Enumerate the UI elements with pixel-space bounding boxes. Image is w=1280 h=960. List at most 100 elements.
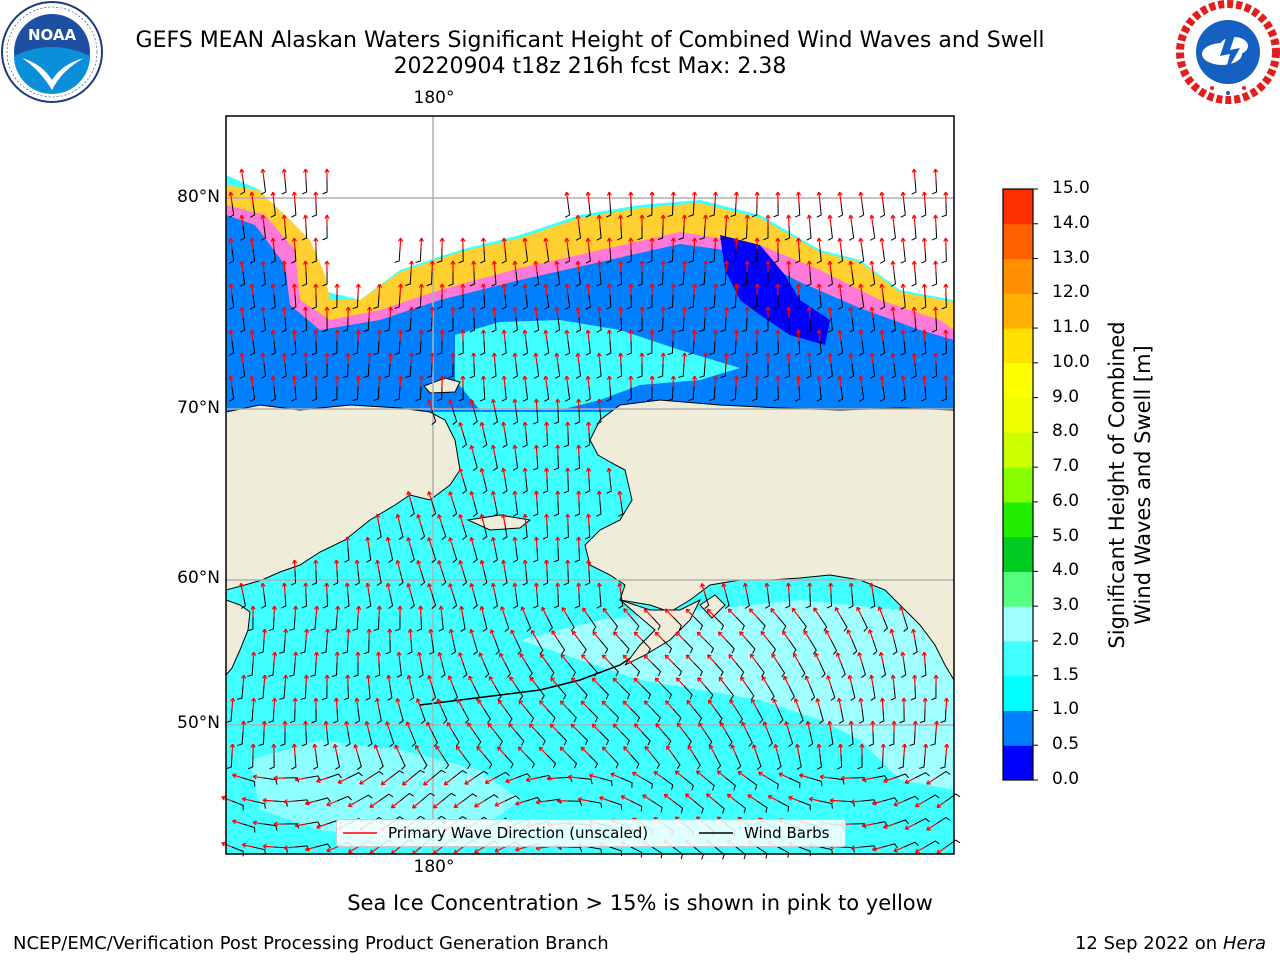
wind-barb bbox=[289, 616, 296, 631]
wave-direction-arrow bbox=[619, 260, 622, 273]
wave-direction-arrowhead bbox=[281, 168, 287, 173]
wave-direction-arrow bbox=[464, 777, 475, 785]
wave-direction-arrowhead bbox=[577, 797, 583, 803]
wind-barb bbox=[281, 593, 287, 609]
wind-barb bbox=[441, 754, 450, 770]
wave-direction-arrowhead bbox=[252, 774, 258, 780]
wind-barb bbox=[512, 271, 518, 287]
wind-barb bbox=[741, 271, 748, 287]
wind-barb bbox=[247, 708, 254, 723]
wave-direction-arrow bbox=[387, 583, 391, 595]
wave-direction-arrowhead bbox=[249, 329, 255, 335]
wave-direction-arrowhead bbox=[934, 720, 940, 725]
wind-barb bbox=[626, 294, 632, 310]
wave-direction-arrowhead bbox=[795, 191, 802, 196]
wind-barb bbox=[226, 708, 233, 723]
wave-direction-arrowhead bbox=[691, 329, 698, 334]
wave-direction-arrow bbox=[751, 699, 758, 710]
wave-direction-arrowhead bbox=[848, 214, 854, 220]
wave-direction-arrow bbox=[685, 793, 695, 802]
wind-barb bbox=[784, 225, 791, 241]
wave-direction-arrowhead bbox=[561, 607, 567, 612]
wind-barb bbox=[395, 616, 401, 632]
wind-barb bbox=[837, 294, 844, 310]
wind-barb bbox=[584, 478, 591, 494]
wave-direction-arrowhead bbox=[581, 654, 586, 659]
wave-direction-arrowhead bbox=[827, 306, 833, 311]
wave-direction-arrowhead bbox=[660, 352, 666, 357]
wave-direction-arrow bbox=[480, 560, 485, 572]
wave-direction-arrow bbox=[426, 721, 433, 733]
wind-barb bbox=[270, 294, 276, 310]
wave-direction-arrow bbox=[838, 330, 842, 342]
wave-direction-arrowhead bbox=[665, 700, 670, 705]
wave-direction-arrowhead bbox=[837, 191, 843, 196]
wave-direction-arrowhead bbox=[249, 191, 255, 197]
wave-direction-arrow bbox=[369, 800, 380, 808]
wave-direction-arrowhead bbox=[272, 651, 278, 656]
wave-direction-arrow bbox=[902, 237, 905, 250]
wind-barb bbox=[564, 248, 571, 264]
wave-direction-arrowhead bbox=[494, 801, 500, 807]
wind-barb bbox=[816, 202, 822, 218]
wind-barb bbox=[641, 639, 651, 654]
wave-direction-arrow bbox=[417, 560, 422, 572]
wave-direction-arrow bbox=[262, 215, 265, 227]
wave-direction-legend-label: Primary Wave Direction (unscaled) bbox=[388, 824, 649, 842]
wind-barb bbox=[542, 524, 549, 540]
wind-barb bbox=[892, 639, 898, 655]
wind-barb bbox=[291, 294, 297, 310]
wave-direction-arrow bbox=[423, 777, 433, 786]
wind-barb bbox=[651, 708, 661, 723]
wind-barb bbox=[746, 685, 755, 701]
map-layers bbox=[226, 116, 954, 854]
wind-barb bbox=[452, 731, 460, 747]
wave-direction-arrowhead bbox=[533, 444, 540, 449]
wind-barb bbox=[460, 616, 466, 632]
wind-barb bbox=[242, 823, 256, 833]
colorbar-segment bbox=[1003, 536, 1033, 572]
wave-direction-arrow bbox=[229, 376, 233, 388]
wave-direction-arrowhead bbox=[697, 677, 702, 682]
wave-direction-arrowhead bbox=[468, 675, 473, 681]
wind-barb bbox=[420, 570, 426, 586]
wind-barb bbox=[870, 363, 876, 379]
wave-direction-arrow bbox=[559, 700, 569, 710]
wave-direction-arrowhead bbox=[807, 582, 813, 587]
wind-barb bbox=[368, 770, 384, 779]
wave-direction-arrow bbox=[577, 215, 580, 227]
colorbar-segment bbox=[1003, 467, 1033, 503]
wave-direction-arrowhead bbox=[469, 536, 475, 542]
wind-barb bbox=[226, 754, 233, 769]
wind-barb bbox=[332, 570, 339, 586]
wind-barb bbox=[714, 800, 725, 814]
wave-direction-arrow bbox=[565, 376, 569, 388]
wave-direction-arrow bbox=[578, 798, 590, 802]
wave-direction-arrowhead bbox=[749, 653, 755, 659]
colorbar-segment bbox=[1003, 640, 1033, 677]
wave-direction-arrow bbox=[526, 777, 538, 781]
wave-direction-arrow bbox=[541, 606, 548, 618]
wave-direction-arrow bbox=[707, 654, 716, 664]
wind-barb bbox=[837, 248, 844, 264]
wind-barb bbox=[376, 708, 382, 724]
wave-direction-arrowhead bbox=[304, 800, 310, 806]
wave-direction-arrowhead bbox=[394, 744, 400, 750]
wind-barb bbox=[714, 708, 723, 724]
wave-direction-arrowhead bbox=[426, 721, 431, 727]
wind-barb bbox=[315, 843, 331, 849]
wave-direction-arrow bbox=[838, 698, 842, 710]
wave-direction-arrowhead bbox=[828, 582, 834, 587]
wave-direction-arrowhead bbox=[727, 608, 733, 614]
wave-direction-arrow bbox=[505, 777, 517, 783]
wave-direction-arrowhead bbox=[620, 795, 626, 800]
wind-barb bbox=[646, 294, 653, 310]
colorbar-segment bbox=[1003, 606, 1033, 642]
wave-direction-arrow bbox=[283, 582, 286, 595]
wave-direction-arrow bbox=[470, 629, 475, 641]
wind-barb bbox=[688, 340, 695, 355]
wind-barb bbox=[704, 639, 714, 654]
wave-direction-arrowhead bbox=[522, 513, 528, 518]
colorbar-title-line2: Wind Waves and Swell [m] bbox=[1131, 345, 1155, 625]
wave-direction-arrow bbox=[229, 330, 233, 342]
